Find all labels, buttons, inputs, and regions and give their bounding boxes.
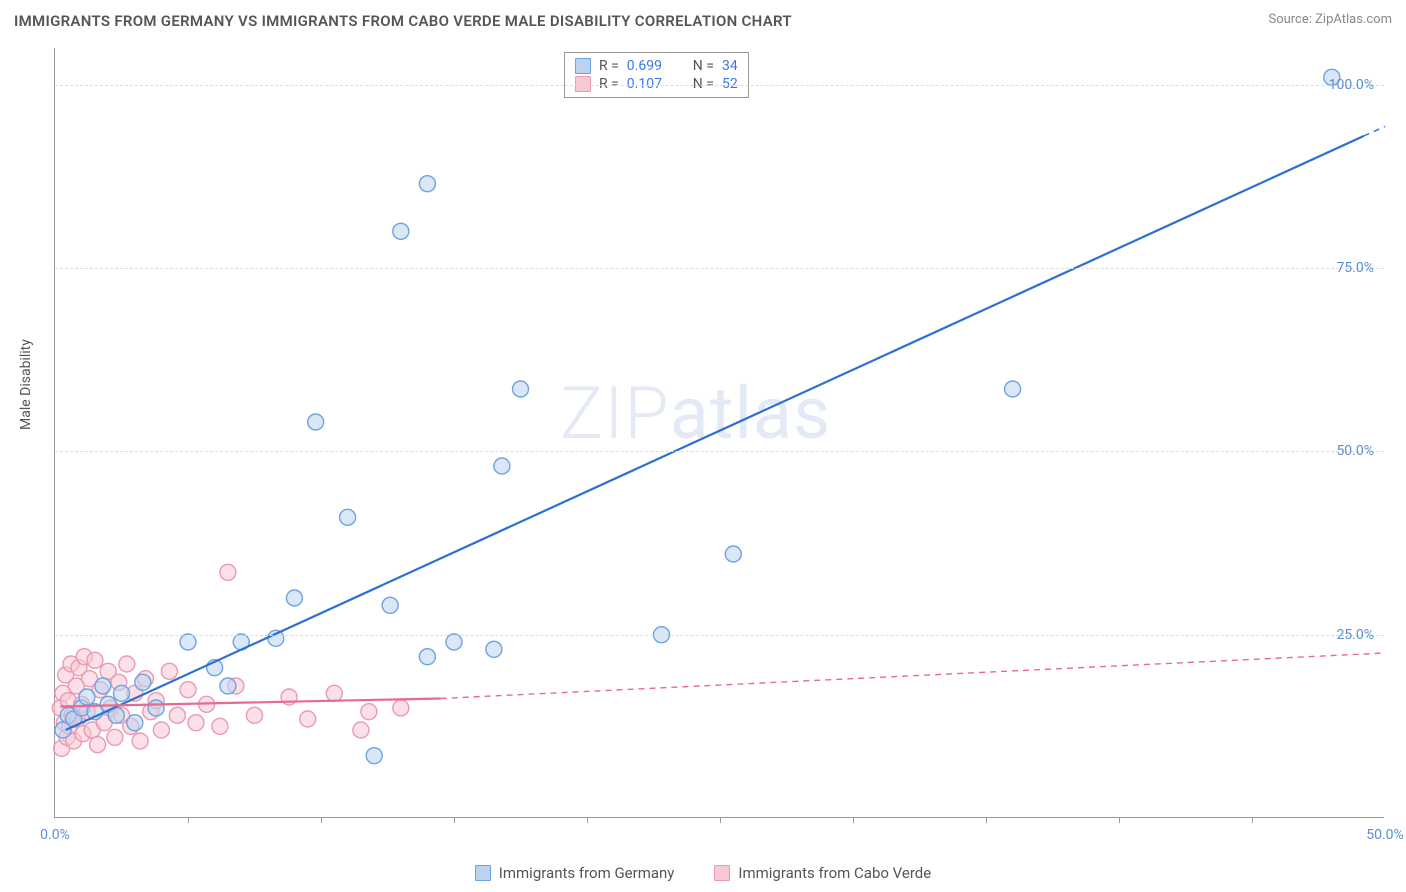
scatter-point-germany [494,458,510,474]
series-legend: Immigrants from Germany Immigrants from … [0,864,1406,882]
y-tick-label: 100.0% [1329,77,1374,93]
scatter-point-cabo_verde [119,656,135,672]
scatter-point-germany [382,597,398,613]
scatter-point-germany [127,715,143,731]
legend-item-cabo-verde: Immigrants from Cabo Verde [714,864,931,882]
scatter-point-cabo_verde [153,722,169,738]
scatter-point-cabo_verde [353,722,369,738]
r-value: 0.699 [627,58,675,74]
scatter-point-cabo_verde [300,711,316,727]
swatch-germany [475,865,491,881]
scatter-point-cabo_verde [361,704,377,720]
scatter-point-cabo_verde [90,737,106,753]
scatter-point-germany [308,414,324,430]
correlation-legend: R =0.699N =34R =0.107N =52 [564,52,749,98]
n-value: 34 [722,58,738,74]
scatter-point-cabo_verde [188,715,204,731]
scatter-point-cabo_verde [326,685,342,701]
scatter-point-cabo_verde [180,682,196,698]
x-minor-tick [986,817,987,823]
y-tick-label: 25.0% [1336,627,1374,643]
scatter-point-germany [95,678,111,694]
r-label: R = [599,58,619,74]
scatter-point-germany [286,590,302,606]
y-tick-label: 50.0% [1336,443,1374,459]
gridline-h [55,268,1384,269]
scatter-point-cabo_verde [132,733,148,749]
scatter-point-cabo_verde [107,729,123,745]
scatter-point-germany [393,223,409,239]
x-minor-tick [1252,817,1253,823]
scatter-point-cabo_verde [212,718,228,734]
x-minor-tick [454,817,455,823]
scatter-point-germany [114,685,130,701]
legend-swatch [575,58,591,74]
trend-dash-cabo_verde [441,653,1385,698]
trend-dash-germany [1364,126,1385,136]
gridline-h [55,635,1384,636]
scatter-point-germany [135,674,151,690]
legend-stat-row: R = 0.699 N = 34 [575,57,738,75]
scatter-point-germany [79,689,95,705]
scatter-point-germany [446,634,462,650]
scatter-point-germany [1005,381,1021,397]
gridline-h [55,451,1384,452]
legend-label-germany: Immigrants from Germany [499,864,675,882]
scatter-point-germany [180,634,196,650]
scatter-point-cabo_verde [169,707,185,723]
scatter-point-germany [366,748,382,764]
scatter-point-germany [148,700,164,716]
scatter-svg [55,48,1384,817]
scatter-point-cabo_verde [220,564,236,580]
scatter-point-germany [419,176,435,192]
x-minor-tick [321,817,322,823]
scatter-point-cabo_verde [161,663,177,679]
scatter-point-germany [340,509,356,525]
legend-label-cabo-verde: Immigrants from Cabo Verde [738,864,931,882]
scatter-point-germany [486,641,502,657]
x-minor-tick [188,817,189,823]
x-tick-label: 50.0% [1366,827,1404,843]
source-attribution: Source: ZipAtlas.com [1268,12,1392,27]
swatch-cabo-verde [714,865,730,881]
x-minor-tick [853,817,854,823]
x-minor-tick [720,817,721,823]
y-axis-label: Male Disability [18,339,34,430]
scatter-point-germany [220,678,236,694]
n-label: N = [693,58,714,74]
plot-area: ZIPatlas R =0.699N =34R =0.107N =52 25.0… [54,48,1384,818]
scatter-point-cabo_verde [393,700,409,716]
chart-title: IMMIGRANTS FROM GERMANY VS IMMIGRANTS FR… [14,12,792,30]
gridline-h [55,85,1384,86]
scatter-point-germany [419,649,435,665]
x-minor-tick [587,817,588,823]
scatter-point-germany [513,381,529,397]
trend-line-germany [66,136,1364,730]
scatter-point-cabo_verde [247,707,263,723]
scatter-point-cabo_verde [87,652,103,668]
y-tick-label: 75.0% [1336,260,1374,276]
legend-item-germany: Immigrants from Germany [475,864,675,882]
x-minor-tick [1119,817,1120,823]
x-tick-label: 0.0% [40,827,70,843]
scatter-point-germany [725,546,741,562]
